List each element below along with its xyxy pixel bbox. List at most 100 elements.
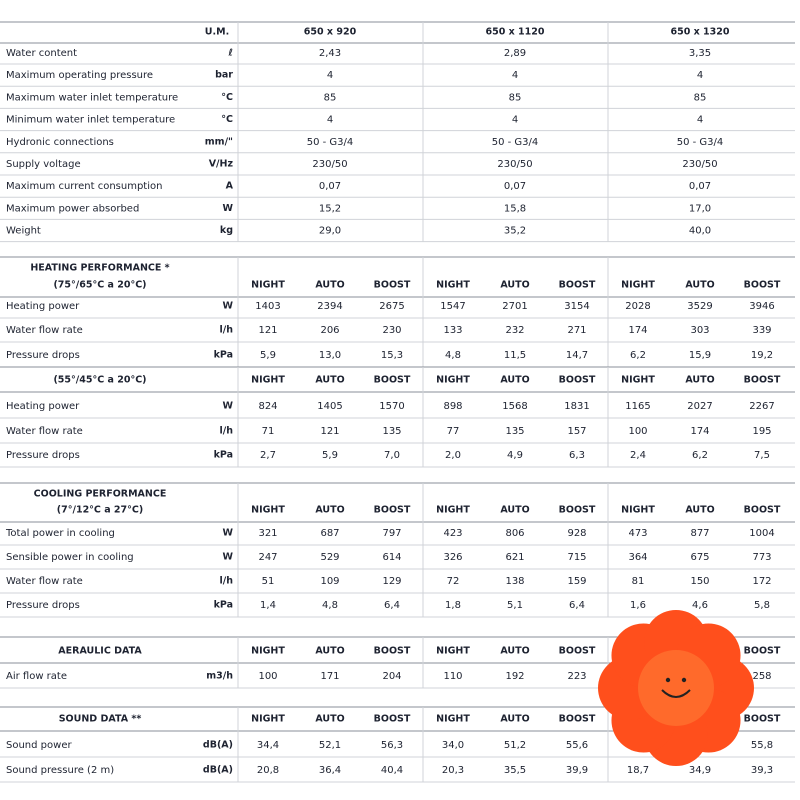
- cell: 1568: [502, 401, 527, 412]
- cell: 824: [258, 401, 277, 412]
- row-label: Pressure drops: [6, 450, 80, 461]
- section-title: SOUND DATA **: [59, 714, 142, 725]
- column-header: AUTO: [315, 714, 344, 725]
- cell: 4: [697, 70, 703, 81]
- cell: 5,9: [260, 350, 276, 361]
- column-header: AUTO: [500, 505, 529, 516]
- unit: bar: [215, 70, 233, 81]
- cell: 6,4: [384, 600, 400, 611]
- cell: 34,9: [689, 765, 711, 776]
- row-label: Maximum operating pressure: [6, 70, 153, 81]
- row-label: Maximum current consumption: [6, 181, 162, 192]
- cell: 51,2: [504, 740, 526, 751]
- row-label: Pressure drops: [6, 350, 80, 361]
- cell: 223: [567, 671, 586, 682]
- cell: 29,0: [319, 226, 341, 237]
- cell: 773: [752, 552, 771, 563]
- flower-sticker: [598, 610, 754, 766]
- cell: 129: [382, 576, 401, 587]
- unit: °C: [221, 114, 233, 125]
- column-header: BOOST: [744, 646, 781, 657]
- unit: W: [223, 301, 234, 312]
- cell: 928: [567, 528, 586, 539]
- cell: 5,1: [507, 600, 523, 611]
- cell: 15,3: [381, 350, 403, 361]
- cell: 687: [320, 528, 339, 539]
- unit: ℓ: [228, 48, 233, 59]
- cell: 204: [382, 671, 401, 682]
- cell: 5,8: [754, 600, 770, 611]
- cell: 2,89: [504, 48, 526, 59]
- cell: 321: [258, 528, 277, 539]
- cell: 877: [690, 528, 709, 539]
- row-label: Water content: [6, 48, 77, 59]
- row-label: Sound pressure (2 m): [6, 765, 114, 776]
- unit: kg: [220, 225, 233, 236]
- row-label: Weight: [6, 226, 41, 237]
- column-header: BOOST: [559, 375, 596, 386]
- cell: 174: [690, 426, 709, 437]
- cell: 7,5: [754, 450, 770, 461]
- cell: 56,3: [381, 740, 403, 751]
- cell: 135: [382, 426, 401, 437]
- unit: kPa: [214, 450, 233, 461]
- cell: 247: [258, 552, 277, 563]
- row-label: Pressure drops: [6, 600, 80, 611]
- cell: 55,8: [751, 740, 773, 751]
- cell: 52,1: [319, 740, 341, 751]
- cell: 675: [690, 552, 709, 563]
- section-title: (7°/12°C a 27°C): [57, 505, 143, 516]
- column-header: BOOST: [559, 505, 596, 516]
- column-header: AUTO: [500, 646, 529, 657]
- cell: 71: [262, 426, 275, 437]
- unit: l/h: [220, 325, 234, 336]
- cell: 11,5: [504, 350, 526, 361]
- column-header: BOOST: [559, 714, 596, 725]
- cell: 1570: [379, 401, 404, 412]
- column-header: BOOST: [744, 280, 781, 291]
- cell: 35,2: [504, 226, 526, 237]
- unit: dB(A): [203, 765, 233, 776]
- cell: 40,4: [381, 765, 403, 776]
- cell: 85: [694, 92, 707, 103]
- column-header: BOOST: [744, 505, 781, 516]
- column-header: AUTO: [315, 280, 344, 291]
- column-header: AUTO: [315, 646, 344, 657]
- cell: 2,4: [630, 450, 646, 461]
- cell: 6,4: [569, 600, 585, 611]
- cell: 150: [690, 576, 709, 587]
- cell: 0,07: [504, 181, 526, 192]
- cell: 100: [258, 671, 277, 682]
- cell: 39,3: [751, 765, 773, 776]
- column-header: AUTO: [685, 505, 714, 516]
- model-header: 650 x 920: [304, 27, 357, 38]
- cell: 4: [512, 115, 518, 126]
- column-header: NIGHT: [251, 375, 285, 386]
- unit: kPa: [214, 350, 233, 361]
- cell: 326: [443, 552, 462, 563]
- column-header: BOOST: [744, 714, 781, 725]
- column-header: NIGHT: [251, 714, 285, 725]
- cell: 258: [752, 671, 771, 682]
- cell: 51: [262, 576, 275, 587]
- cell: 1,6: [630, 600, 646, 611]
- row-label: Total power in cooling: [5, 528, 115, 539]
- unit-header: U.M.: [205, 27, 229, 38]
- cell: 4: [697, 115, 703, 126]
- row-label: Sound power: [6, 740, 72, 751]
- cell: 271: [567, 325, 586, 336]
- cell: 206: [320, 325, 339, 336]
- cell: 4,8: [322, 600, 338, 611]
- cell: 6,2: [630, 350, 646, 361]
- column-header: AUTO: [315, 505, 344, 516]
- cell: 4,9: [507, 450, 523, 461]
- cell: 14,7: [566, 350, 588, 361]
- cell: 18,7: [627, 765, 649, 776]
- cell: 50 - G3/4: [492, 137, 539, 148]
- column-header: BOOST: [374, 646, 411, 657]
- cell: 195: [752, 426, 771, 437]
- column-header: NIGHT: [436, 646, 470, 657]
- cell: 1004: [749, 528, 774, 539]
- cell: 192: [505, 671, 524, 682]
- row-label: Maximum power absorbed: [6, 203, 139, 214]
